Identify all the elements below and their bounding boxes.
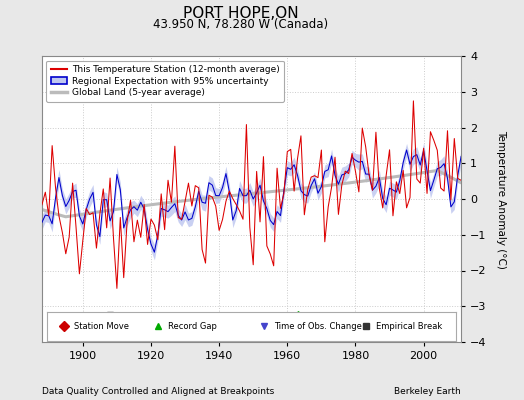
Text: Empirical Break: Empirical Break (376, 322, 442, 331)
Text: Berkeley Earth: Berkeley Earth (395, 387, 461, 396)
Y-axis label: Temperature Anomaly (°C): Temperature Anomaly (°C) (496, 130, 506, 268)
Text: Record Gap: Record Gap (168, 322, 216, 331)
Text: Data Quality Controlled and Aligned at Breakpoints: Data Quality Controlled and Aligned at B… (42, 387, 274, 396)
Text: Station Move: Station Move (74, 322, 129, 331)
Text: PORT HOPE,ON: PORT HOPE,ON (183, 6, 299, 21)
Text: 43.950 N, 78.280 W (Canada): 43.950 N, 78.280 W (Canada) (154, 18, 329, 31)
Legend: This Temperature Station (12-month average), Regional Expectation with 95% uncer: This Temperature Station (12-month avera… (47, 60, 284, 102)
Text: Time of Obs. Change: Time of Obs. Change (274, 322, 362, 331)
